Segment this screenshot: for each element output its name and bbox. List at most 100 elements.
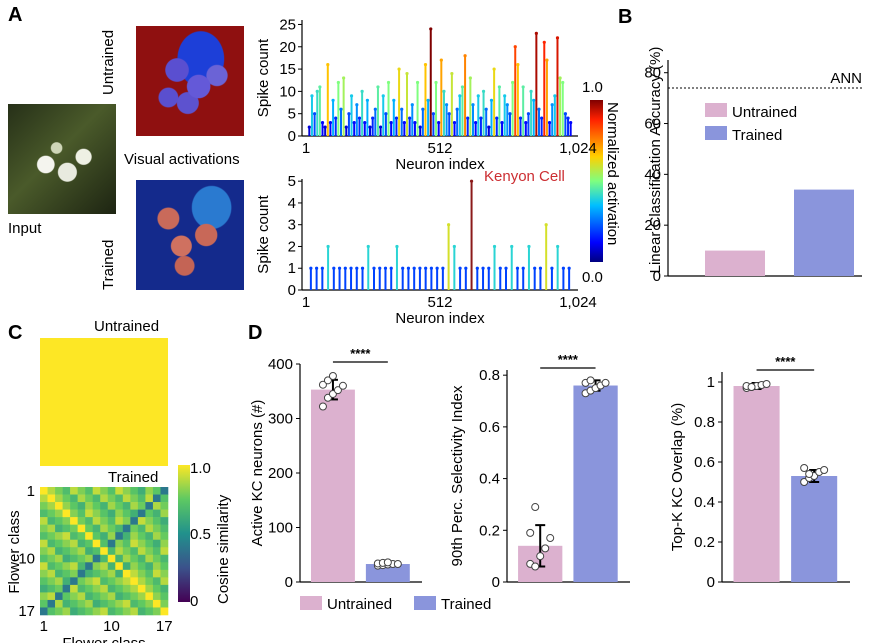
spike-tip-trained_spikes-34 (504, 266, 508, 270)
heatmap-cell-5-4 (70, 524, 78, 533)
spike-tip-untrained_spikes-88 (540, 116, 544, 120)
spike-tip-trained_spikes-1 (315, 266, 319, 270)
heatmap-cell-5-10 (115, 524, 124, 533)
heatmap-cell-0-2 (55, 487, 63, 495)
spike-tip-untrained_spikes-65 (479, 116, 483, 120)
spike-tip-untrained_spikes-99 (569, 121, 573, 125)
spike-tip-untrained_spikes-39 (410, 103, 414, 107)
heatmap-cell-15-0 (40, 599, 48, 608)
spike-tip-untrained_spikes-21 (363, 121, 367, 125)
spike-tip-trained_spikes-21 (429, 266, 433, 270)
heatmap-cell-13-12 (130, 584, 139, 593)
spike-tip-untrained_spikes-58 (460, 85, 465, 89)
heatmap-cell-11-10 (115, 569, 124, 578)
spike-tip-untrained_spikes-26 (376, 85, 380, 89)
heatmap-cell-4-16 (160, 517, 169, 525)
heatmap-cell-16-14 (145, 607, 154, 616)
heatmap-cell-6-0 (40, 532, 48, 541)
heatmap-cell-4-8 (100, 517, 109, 525)
heatmap-cell-15-6 (85, 599, 94, 608)
spike-tip-untrained_spikes-95 (558, 76, 562, 80)
spike-tip-untrained_spikes-52 (445, 103, 449, 107)
heatmap-cell-4-1 (47, 517, 56, 525)
heatmap-cell-2-0 (40, 502, 48, 510)
spike-tip-trained_spikes-22 (435, 266, 439, 270)
spike-tip-untrained_spikes-97 (563, 112, 568, 116)
heatmap-cell-5-15 (152, 524, 161, 533)
heatmap-x-tick-0: 1 (40, 618, 48, 635)
spike-tip-untrained_spikes-30 (386, 80, 391, 85)
heatmap-cell-7-6 (85, 539, 94, 548)
heatmap-cell-9-15 (152, 554, 161, 563)
heatmap-cell-15-15 (152, 599, 161, 608)
heatmap-cell-7-15 (152, 539, 161, 548)
spike-tip-untrained_spikes-82 (524, 121, 528, 125)
spike-tip-untrained_spikes-48 (434, 80, 438, 85)
y-tick-label-active_kc-3: 300 (268, 411, 293, 428)
heatmap-cell-10-16 (160, 562, 169, 571)
heatmap-cell-0-13 (137, 487, 146, 495)
y-tick-label-topk_overlap-1: 0.2 (694, 534, 715, 551)
spike-tip-untrained_spikes-71 (495, 116, 499, 120)
heatmap-cell-14-10 (115, 592, 124, 601)
spike-tip-untrained_spikes-96 (561, 80, 565, 85)
spike-tip-untrained_spikes-60 (466, 116, 470, 120)
heatmap-cell-9-16 (160, 554, 169, 563)
colorbar-label: Normalized activation (604, 102, 621, 245)
spike-tip-trained_spikes-20 (424, 266, 428, 270)
heatmap-cell-13-10 (115, 584, 124, 593)
spike-tip-untrained_spikes-72 (497, 85, 501, 89)
spike-tip-untrained_spikes-0 (307, 125, 311, 129)
heatmap-cell-14-3 (62, 592, 71, 601)
x-tick-label-trained_spikes-1: 512 (427, 294, 452, 311)
heatmap-cell-10-0 (40, 562, 48, 571)
spike-tip-untrained_spikes-33 (394, 116, 399, 120)
heatmap-cell-14-13 (137, 592, 146, 601)
spike-tip-untrained_spikes-93 (553, 94, 557, 98)
legend-trained-label-b: Trained (732, 127, 782, 144)
spike-tip-trained_spikes-5 (337, 266, 342, 270)
spike-tip-untrained_spikes-36 (402, 121, 406, 125)
colorbar-tick-max: 1.0 (582, 79, 603, 96)
y-tick-label-selectivity-3: 0.6 (479, 419, 500, 436)
heatmap-cell-7-8 (100, 539, 109, 548)
heatmap-cell-8-11 (122, 547, 131, 556)
heatmap-cell-9-5 (77, 554, 86, 563)
heatmap-cell-13-2 (55, 584, 63, 593)
heatmap-cell-6-7 (92, 532, 101, 541)
spike-tip-trained_spikes-44 (561, 266, 565, 270)
heatmap-cell-13-6 (85, 584, 94, 593)
y-tick-label-topk_overlap-4: 0.8 (694, 414, 715, 431)
heatmap-cell-7-13 (137, 539, 146, 548)
heatmap-y-tick-0: 1 (27, 483, 35, 500)
spike-tip-untrained_spikes-70 (492, 67, 496, 71)
spike-tip-trained_spikes-4 (332, 266, 336, 270)
spike-tip-untrained_spikes-19 (357, 116, 362, 120)
heatmap-cell-9-3 (62, 554, 71, 563)
heatmap-cell-0-16 (160, 487, 169, 495)
heatmap-cell-2-9 (107, 502, 116, 510)
heatmap-cell-16-9 (107, 607, 116, 616)
bar-active_kc-0 (310, 389, 355, 582)
heatmap-cell-1-0 (40, 494, 48, 503)
heatmap-cell-2-13 (137, 502, 146, 510)
heatmap-cell-8-13 (137, 547, 146, 556)
y-tick-label-selectivity-0: 0 (492, 574, 500, 591)
spike-tip-trained_spikes-9 (360, 266, 365, 270)
heatmap-cell-2-16 (160, 502, 169, 510)
heatmap-cell-4-3 (62, 517, 71, 525)
heatmap-cell-8-8 (100, 547, 109, 556)
datapoint-active_kc-0-5 (318, 380, 327, 389)
heatmap-cell-14-11 (122, 592, 131, 601)
heatmap-cell-6-14 (145, 532, 154, 541)
heatmap-cell-15-4 (70, 599, 78, 608)
spike-tip-untrained_spikes-41 (415, 80, 420, 85)
spike-tip-untrained_spikes-6 (323, 125, 327, 129)
heatmap-cell-3-9 (107, 509, 116, 518)
bar-topk_overlap-1 (791, 476, 838, 582)
heatmap-cell-15-2 (55, 599, 63, 608)
spike-tip-trained_spikes-32 (492, 244, 497, 249)
bar-linear_classification-0 (705, 250, 765, 276)
datapoint-active_kc-1-7 (383, 558, 392, 567)
heatmap-cell-9-13 (137, 554, 146, 563)
